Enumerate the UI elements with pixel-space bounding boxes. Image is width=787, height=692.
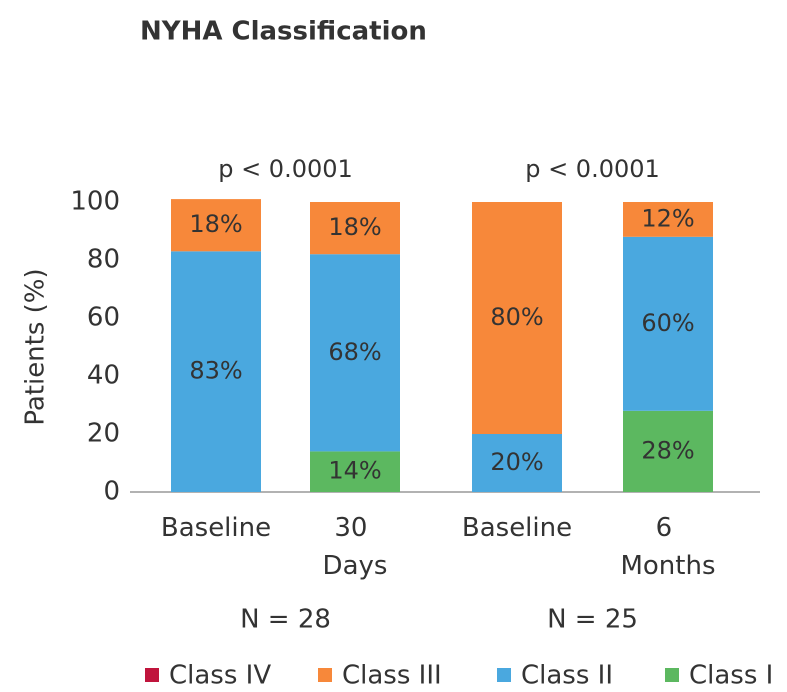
bar-segment (310, 254, 400, 452)
legend-swatch (665, 668, 679, 682)
value-label: 80% (490, 303, 543, 331)
x-tick-label-line: 6 (656, 513, 681, 543)
legend-label: Class I (689, 661, 773, 691)
bar-segment (472, 434, 562, 492)
legend-swatch (145, 668, 159, 682)
bar-segment (623, 410, 713, 492)
bar-segment (310, 451, 400, 492)
x-tick-label-line: Months (620, 551, 715, 581)
value-label: 20% (490, 448, 543, 476)
value-label: 14% (328, 457, 381, 485)
legend-swatch (497, 668, 511, 682)
value-label: 83% (189, 357, 242, 385)
x-tick-label: 6 Months (620, 513, 715, 581)
group-n: N = 28 (240, 605, 331, 635)
group-n: N = 25 (547, 605, 638, 635)
bar-segment (171, 251, 261, 492)
value-label: 68% (328, 338, 381, 366)
y-tick-label: 60 (87, 303, 120, 333)
value-label: 18% (328, 213, 381, 241)
legend-label: Class IV (169, 661, 271, 691)
bar-segment (472, 202, 562, 434)
x-tick-label: Baseline (161, 513, 271, 543)
y-axis-label: Patients (%) (21, 268, 51, 425)
y-tick-label: 40 (87, 361, 120, 391)
bar-segment (623, 202, 713, 237)
p-value: p < 0.0001 (218, 155, 353, 183)
x-tick-label: Baseline (462, 513, 572, 543)
legend-label: Class II (521, 661, 613, 691)
y-tick-label: 100 (70, 187, 120, 217)
bar-segment (623, 236, 713, 411)
bar-segment (171, 199, 261, 252)
legend-swatch (318, 668, 332, 682)
x-tick-label-line: Days (323, 551, 388, 581)
legend-label: Class III (342, 661, 442, 691)
x-tick-label-line: 30 (334, 513, 375, 543)
value-label: 60% (641, 309, 694, 337)
y-tick-label: 80 (87, 245, 120, 275)
x-tick-label: 30 Days (323, 513, 388, 581)
value-label: 12% (641, 204, 694, 232)
chart-title: NYHA Classification (140, 17, 427, 47)
x-tick-label-line: Baseline (462, 513, 572, 543)
x-tick-label-line: Baseline (161, 513, 271, 543)
value-label: 18% (189, 210, 242, 238)
p-value: p < 0.0001 (525, 155, 660, 183)
y-tick-label: 20 (87, 419, 120, 449)
value-label: 28% (641, 436, 694, 464)
y-tick-label: 0 (103, 477, 120, 507)
bar-segment (310, 202, 400, 255)
